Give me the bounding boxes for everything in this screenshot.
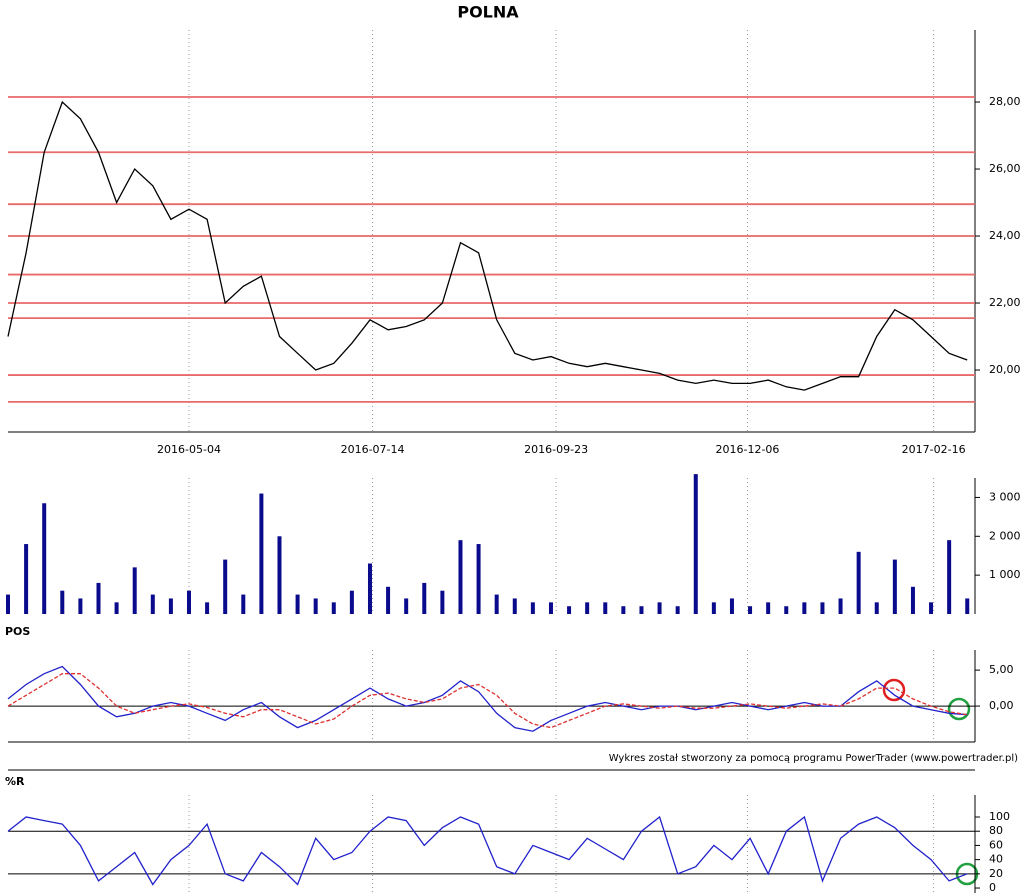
y-tick-label: 3 000 <box>989 490 1021 503</box>
bar <box>784 606 789 614</box>
panel-title: POS <box>5 625 30 638</box>
bar <box>132 567 137 614</box>
bar <box>186 590 191 614</box>
y-tick-label: 80 <box>989 824 1003 837</box>
bar <box>874 602 879 614</box>
x-tick-label: 2016-09-23 <box>524 443 588 456</box>
bar <box>168 598 173 614</box>
bar <box>476 544 481 614</box>
y-tick-label: 28,00 <box>989 95 1021 108</box>
bar <box>241 594 246 614</box>
bar <box>24 544 29 614</box>
bar <box>42 503 47 614</box>
bar <box>548 602 553 614</box>
bar <box>766 602 771 614</box>
bar <box>675 606 680 614</box>
y-tick-label: 2 000 <box>989 529 1021 542</box>
bar <box>422 582 427 614</box>
bar <box>748 606 753 614</box>
x-tick-label: 2017-02-16 <box>902 443 966 456</box>
chart-title: POLNA <box>457 3 519 22</box>
bar <box>965 598 970 614</box>
bar <box>96 582 101 614</box>
y-tick-label: 5,00 <box>989 663 1014 676</box>
bar <box>313 598 318 614</box>
x-tick-label: 2016-12-06 <box>716 443 780 456</box>
bar <box>150 594 155 614</box>
bar <box>223 559 228 614</box>
bar <box>205 602 210 614</box>
bar <box>585 602 590 614</box>
annotation-circle <box>947 697 971 721</box>
bar <box>349 590 354 614</box>
bar <box>820 602 825 614</box>
bar <box>929 602 934 614</box>
y-tick-label: 40 <box>989 853 1003 866</box>
y-tick-label: 20 <box>989 867 1003 880</box>
bar <box>657 602 662 614</box>
series-line <box>7 665 968 732</box>
bar <box>386 586 391 614</box>
y-tick-label: 0,00 <box>989 699 1014 712</box>
bar <box>711 602 716 614</box>
series-line <box>7 815 968 886</box>
bar <box>458 540 463 614</box>
bar <box>639 606 644 614</box>
y-tick-label: 1 000 <box>989 568 1021 581</box>
bar <box>838 598 843 614</box>
bar <box>603 602 608 614</box>
series-line <box>7 673 968 729</box>
bar <box>367 563 372 614</box>
bar <box>6 594 10 614</box>
y-tick-label: 0 <box>989 881 996 894</box>
y-tick-label: 60 <box>989 838 1003 851</box>
y-tick-label: 100 <box>989 810 1010 823</box>
y-tick-label: 24,00 <box>989 229 1021 242</box>
bar <box>621 606 626 614</box>
bar <box>60 590 65 614</box>
bar <box>693 474 698 614</box>
bar <box>277 536 282 614</box>
bar <box>494 594 499 614</box>
bar <box>114 602 119 614</box>
bar <box>78 598 83 614</box>
bar <box>440 590 445 614</box>
bar <box>802 602 807 614</box>
bar <box>295 594 300 614</box>
bar <box>947 540 952 614</box>
x-tick-label: 2016-07-14 <box>341 443 405 456</box>
bar <box>259 493 264 614</box>
bar <box>404 598 409 614</box>
bar <box>331 602 336 614</box>
panel-title: %R <box>5 775 25 788</box>
bar <box>910 586 915 614</box>
footer: Wykres został stworzony za pomocą progra… <box>609 753 1018 764</box>
y-tick-label: 20,00 <box>989 363 1021 376</box>
bar <box>512 598 517 614</box>
x-tick-label: 2016-05-04 <box>157 443 221 456</box>
annotation-circle <box>882 678 906 702</box>
y-tick-label: 22,00 <box>989 296 1021 309</box>
bar <box>892 559 897 614</box>
y-tick-label: 26,00 <box>989 162 1021 175</box>
bar <box>729 598 734 614</box>
bar <box>530 602 535 614</box>
bar <box>856 551 861 614</box>
series-line <box>7 100 968 391</box>
bar <box>567 606 572 614</box>
